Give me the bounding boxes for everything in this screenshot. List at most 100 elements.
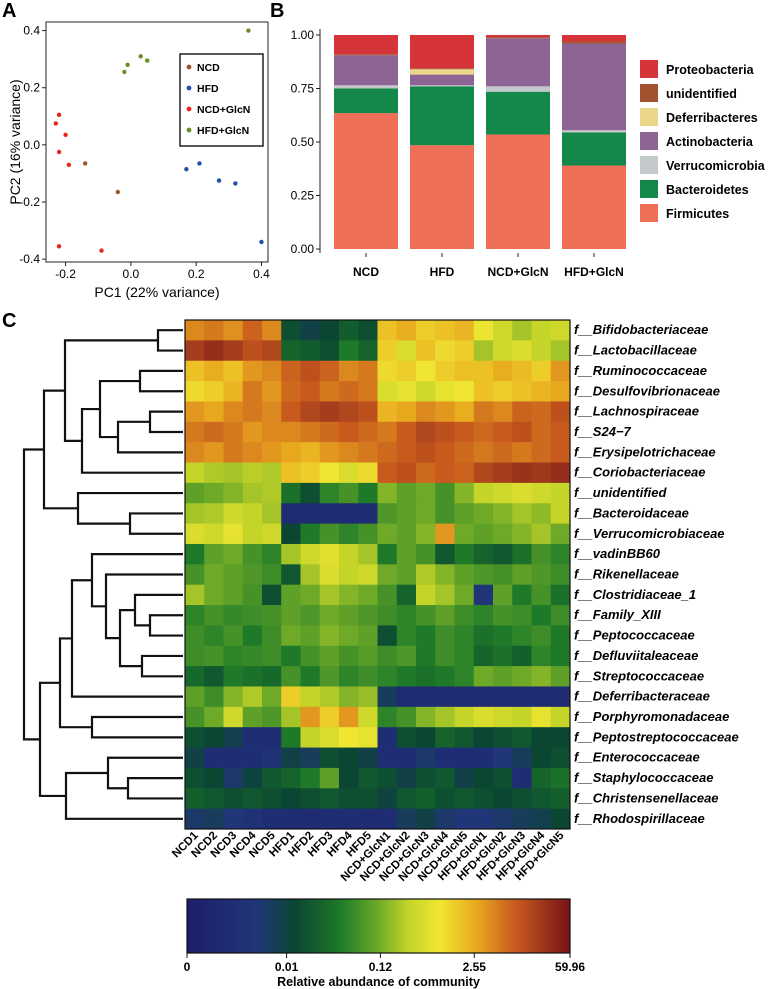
bar-segment [410,74,474,86]
heatmap-cell [281,706,301,728]
heatmap-cell [281,442,301,463]
heatmap-cell [358,360,378,382]
heatmap-cell [358,523,378,545]
colorbar-step [321,899,325,953]
scatter-y-axis-label: PC2 (16% variance) [7,79,23,204]
heatmap-cell [493,686,513,708]
heatmap-cell [281,381,301,402]
heatmap-cell [512,381,532,402]
heatmap-cell [358,381,378,402]
heatmap-cell [473,564,494,586]
colorbar-step [490,899,494,953]
heatmap-cell [339,747,359,769]
colorbar-step [228,899,233,953]
heatmap-cell [262,421,282,443]
heatmap-cell [416,645,436,667]
bar-legend-label: Proteobacteria [666,63,755,77]
bar-legend-label: unidentified [666,87,737,101]
heatmap-cell [416,747,436,769]
heatmap-cell [396,747,417,769]
dendrogram-branch [64,771,183,820]
heatmap-cell [204,401,224,423]
heatmap-cell [223,503,244,524]
heatmap-cell [435,666,455,687]
heatmap-cell [493,584,513,606]
heatmap-cell [435,767,455,789]
heatmap-cell [435,706,455,728]
heatmap-frame [184,319,571,830]
heatmap-row-label: f__Porphyromonadaceae [574,709,729,724]
heatmap-cell [473,584,494,606]
scatter-point [246,28,251,33]
dendrogram-branch [118,609,142,668]
heatmap-cell [358,340,378,362]
dendrogram-branch [70,579,183,698]
heatmap-cell [262,482,282,504]
heatmap-cell [493,523,513,545]
heatmap-cell [416,482,436,504]
heatmap-cell [377,360,398,382]
colorbar-step [298,899,303,953]
heatmap-cell [242,320,263,341]
heatmap-cell [512,686,532,708]
scatter-legend-label: HFD [197,83,219,95]
colorbar-step [317,899,322,953]
colorbar-step [244,899,249,953]
heatmap-cell [416,543,436,565]
scatter-point [122,69,127,75]
heatmap-cell [531,727,552,748]
heatmap-cell [358,788,378,810]
heatmap-cell [396,706,417,728]
heatmap-cell [512,320,532,341]
heatmap-cell [435,320,455,341]
heatmap-cell [242,564,263,586]
bar-legend-label: Firmicutes [666,207,729,221]
heatmap-row-label: f__Rhodospirillaceae [574,811,705,826]
scatter-point [259,239,264,245]
colorbar-step [566,899,571,953]
heatmap-cell [493,706,513,728]
heatmap-cell [550,625,571,647]
colorbar-step [202,899,207,953]
colorbar-step [522,899,526,953]
heatmap-cell [358,543,378,565]
heatmap-cell [473,421,494,443]
colorbar-label: Relative abundance of community [277,975,480,989]
heatmap-cell [512,401,532,423]
colorbar-frame [186,898,571,954]
heatmap-cell [454,706,475,728]
heatmap-cell [531,645,552,667]
colorbar-step [365,899,370,953]
heatmap-cell [242,503,263,524]
colorbar-step [439,899,443,953]
heatmap-cell [493,340,513,362]
heatmap-cell [262,727,282,748]
colorbar-step [234,899,239,953]
bar-segment [562,41,626,44]
heatmap-cell [550,503,571,524]
bar-segment [562,130,626,133]
colorbar-step [394,899,399,953]
heatmap-cell [281,482,301,504]
heatmap-cell [531,584,552,606]
heatmap-cell [319,727,340,748]
bar-y-tick-label: 0.00 [291,242,315,256]
heatmap-cell [396,625,417,647]
colorbar-step [375,899,379,953]
heatmap-cell [185,523,205,545]
heatmap-cell [358,645,378,667]
colorbar-step [333,899,338,953]
heatmap-cell [396,767,417,789]
scatter-point [56,244,62,249]
heatmap-cell [531,421,552,443]
heatmap-row-label: f__Family_XIII [574,607,661,622]
colorbar-step [493,899,498,953]
heatmap-cell [300,360,321,382]
heatmap-cell [185,320,205,341]
heatmap-cell [396,503,417,524]
heatmap-cell [281,564,301,586]
heatmap-cell [339,462,359,484]
heatmap-cell [531,503,552,524]
heatmap-cell [531,523,552,545]
